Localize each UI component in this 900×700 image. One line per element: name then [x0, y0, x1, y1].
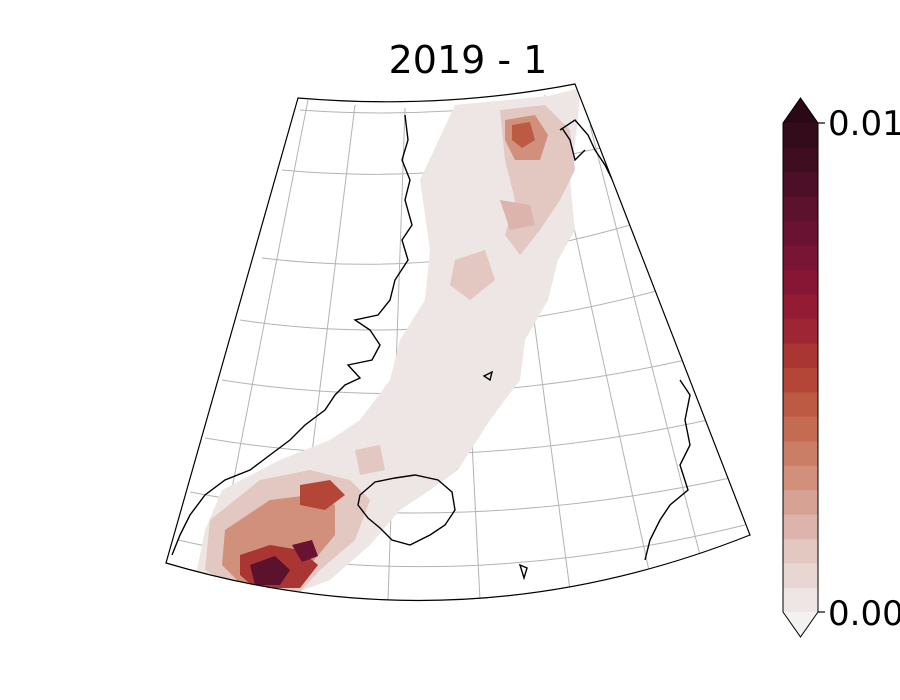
map-title: 2019 - 1 [388, 38, 548, 82]
colorbar-level [783, 269, 818, 295]
colorbar-max-label: 0.01 [828, 104, 900, 144]
map-area [166, 84, 750, 601]
colorbar-level [783, 245, 818, 271]
colorbar [782, 97, 825, 638]
coastlines [171, 114, 691, 581]
colorbar-level [783, 294, 818, 320]
colorbar-extend-min [783, 612, 818, 637]
colorbar-level [783, 416, 818, 442]
colorbar-level [783, 318, 818, 344]
colorbar-level [783, 171, 818, 197]
colorbar-level [783, 514, 818, 540]
colorbar-level [783, 147, 818, 173]
colorbar-level [783, 220, 818, 246]
colorbar-level [783, 587, 818, 613]
colorbar-level [783, 367, 818, 393]
colorbar-level [783, 440, 818, 466]
colorbar-level [783, 391, 818, 417]
colorbar-level [783, 538, 818, 564]
colorbar-extend-max [783, 98, 818, 123]
map-boundary [165, 83, 751, 602]
colorbar-min-label: 0.00 [828, 594, 900, 634]
colorbar-level [783, 123, 818, 148]
contour-field [196, 88, 580, 592]
colorbar-level [783, 196, 818, 222]
colorbar-level [783, 563, 818, 589]
colorbar-level [783, 343, 818, 368]
colorbar-level [783, 489, 818, 515]
colorbar-level [783, 465, 818, 491]
